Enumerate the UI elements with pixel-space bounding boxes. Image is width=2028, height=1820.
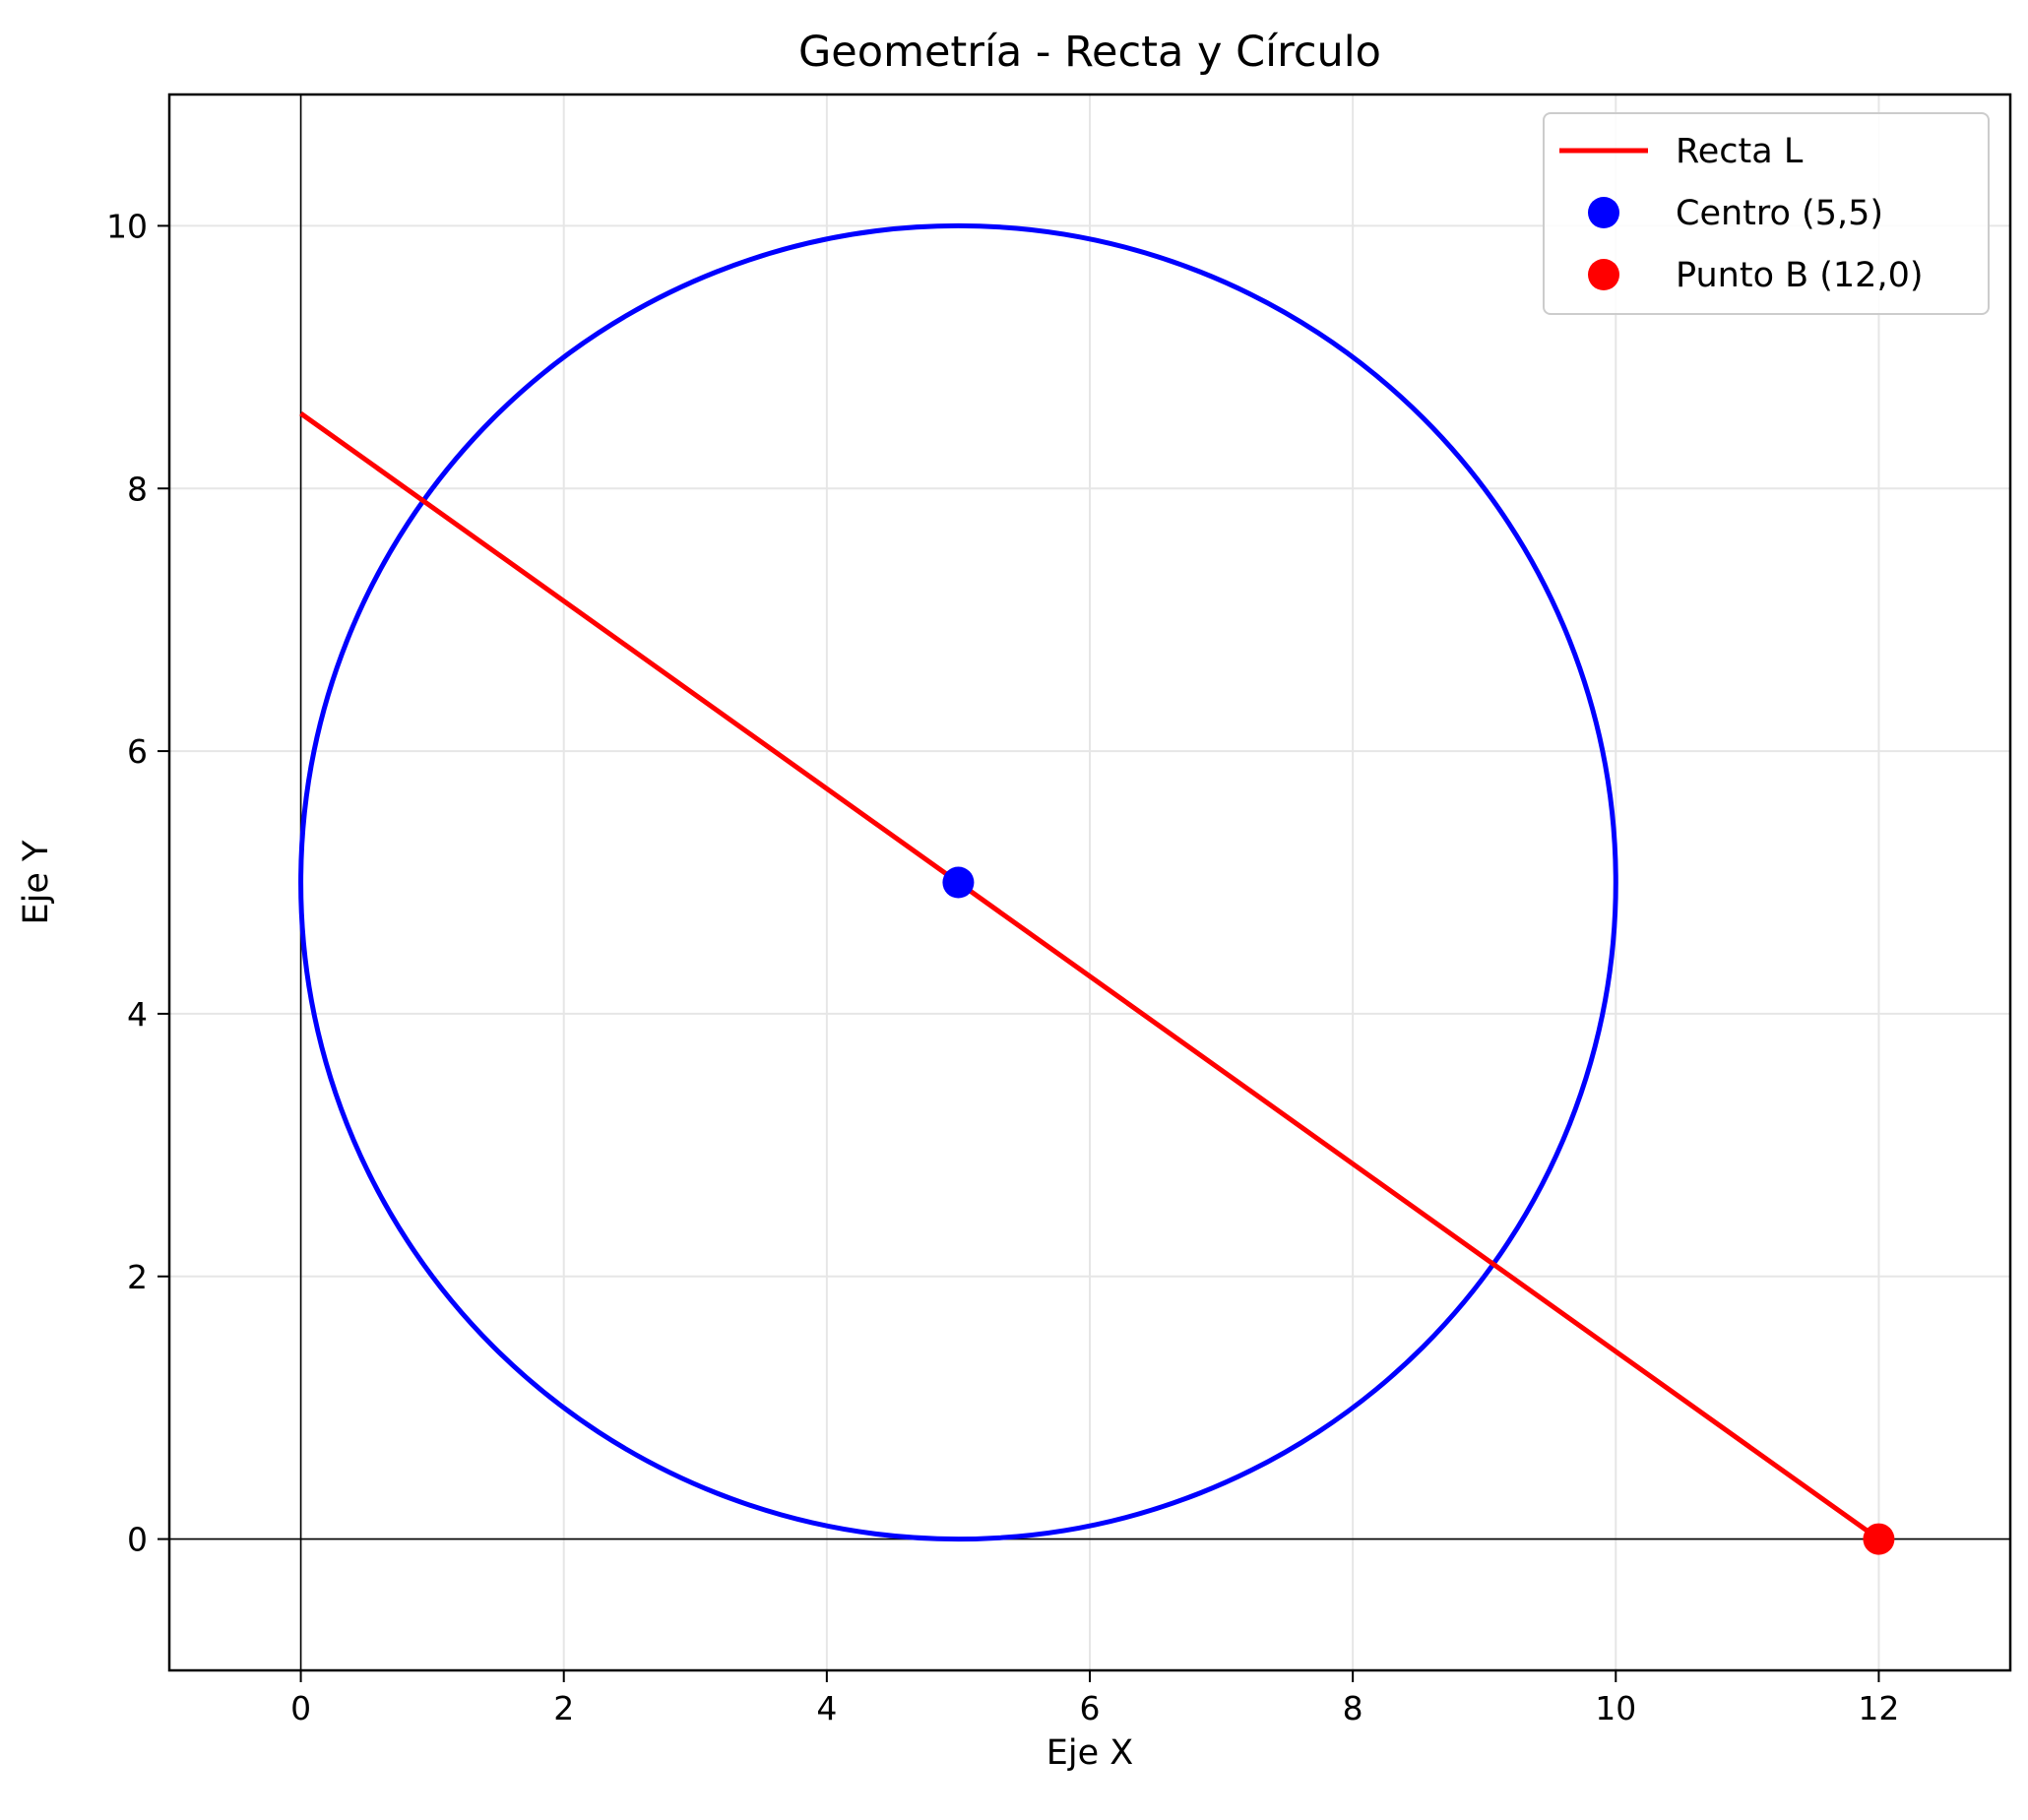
- legend-entry-label: Centro (5,5): [1676, 194, 1883, 233]
- x-tick-label: 6: [1080, 1689, 1101, 1727]
- x-tick-label: 12: [1858, 1689, 1899, 1727]
- legend-swatch-marker: [1588, 259, 1619, 290]
- x-tick-label: 8: [1343, 1689, 1363, 1727]
- y-tick-label: 0: [127, 1521, 148, 1559]
- chart-title: Geometría - Recta y Círculo: [798, 28, 1381, 77]
- y-tick-label: 10: [106, 207, 148, 245]
- y-tick-label: 2: [127, 1258, 148, 1296]
- legend-box: [1543, 112, 1990, 315]
- series-point: [1863, 1523, 1895, 1555]
- series-line-recta: [299, 411, 1880, 1541]
- x-tick-label: 0: [290, 1689, 311, 1727]
- legend-entry-label: Recta L: [1676, 132, 1804, 171]
- legend-entry-label: Punto B (12,0): [1676, 256, 1924, 295]
- y-tick-label: 4: [127, 995, 148, 1034]
- y-axis-label: Eje Y: [17, 840, 56, 924]
- legend: Recta L Centro (5,5) Punto B (12,0): [1543, 112, 1990, 315]
- x-tick-label: 10: [1595, 1689, 1636, 1727]
- legend-swatch-marker: [1588, 197, 1619, 228]
- y-tick-label: 8: [127, 470, 148, 508]
- ticks: 0 2 4 6 8 10 12 0 2 4 6 8 10: [106, 207, 1899, 1727]
- x-tick-label: 2: [553, 1689, 574, 1727]
- plot-area: [298, 222, 1895, 1555]
- y-tick-label: 6: [127, 732, 148, 771]
- x-tick-label: 4: [816, 1689, 837, 1727]
- series-point: [942, 866, 975, 899]
- x-axis-label: Eje X: [1046, 1733, 1133, 1773]
- circle-shape: [298, 222, 1618, 1542]
